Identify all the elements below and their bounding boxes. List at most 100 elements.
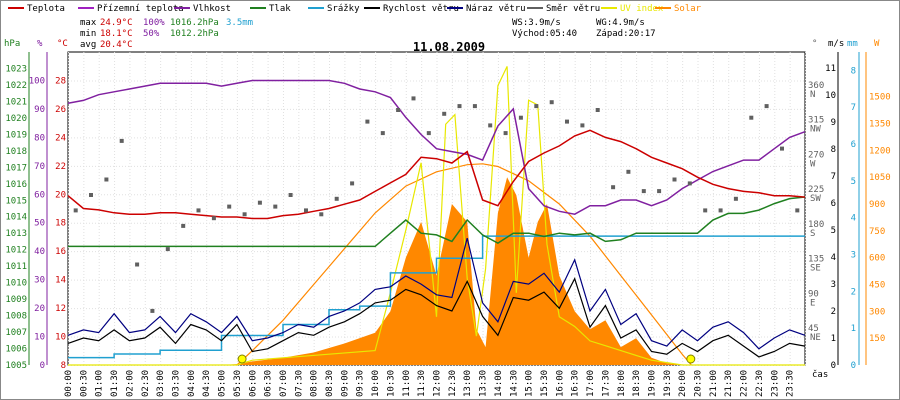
uv-index-line — [68, 66, 805, 366]
wind-tick: 4 — [831, 253, 836, 263]
stat-avg-temp: 20.4°C — [100, 40, 133, 50]
x-tick: 22:30 — [755, 370, 765, 397]
solar-tick: 300 — [869, 307, 885, 317]
pressure-tick: 1006 — [5, 345, 27, 355]
rain-tick: 8 — [851, 66, 856, 76]
rain-tick: 3 — [851, 251, 856, 261]
rain-line — [68, 235, 805, 359]
wind-direction-point — [687, 181, 692, 186]
x-tick: 08:30 — [325, 370, 335, 397]
x-tick: 12:30 — [448, 370, 458, 397]
pressure-tick: 1010 — [5, 279, 27, 289]
pressure-tick: 1016 — [5, 180, 27, 190]
legend-label: Solar — [674, 4, 702, 14]
humidity-tick: 10 — [34, 333, 45, 343]
temp-tick: 8 — [61, 361, 66, 371]
x-tick: 08:00 — [310, 370, 320, 397]
pressure-line — [68, 196, 806, 248]
x-tick: 22:00 — [740, 370, 750, 397]
pressure-tick: 1015 — [5, 196, 27, 206]
stat-max-temp: 24.9°C — [100, 18, 133, 28]
temp-tick: 16 — [55, 247, 66, 257]
wind-direction-point — [73, 208, 78, 213]
wind-direction-point — [411, 96, 416, 101]
humidity-tick: 100 — [29, 76, 45, 86]
stat-max-label: max — [80, 18, 97, 28]
rain-tick: 2 — [851, 287, 856, 297]
rain-tick: 6 — [851, 140, 856, 150]
temp-tick: 28 — [55, 76, 66, 86]
x-tick: 14:30 — [509, 370, 519, 397]
temp-tick: 12 — [55, 304, 66, 314]
x-tick: 20:30 — [694, 370, 704, 397]
pressure-tick: 1022 — [5, 81, 27, 91]
wind-direction-point — [242, 212, 247, 217]
pressure-tick: 1021 — [5, 97, 27, 107]
x-tick: 09:00 — [340, 370, 350, 397]
direction-tick-deg: 315 — [808, 116, 824, 126]
wind-direction-point — [672, 177, 677, 182]
x-tick: 13:00 — [463, 370, 473, 397]
direction-axis-unit: ° — [812, 39, 817, 49]
x-tick: 05:00 — [218, 370, 228, 397]
humidity-tick: 50 — [34, 219, 45, 229]
humidity-tick: 30 — [34, 276, 45, 286]
wind-direction-point — [426, 131, 431, 136]
stat-sunrise: Východ:05:40 — [512, 29, 577, 39]
temp-tick: 20 — [55, 190, 66, 200]
x-tick: 18:00 — [617, 370, 627, 397]
rain-tick: 5 — [851, 177, 856, 187]
stat-wind-gust: WG:4.9m/s — [596, 18, 645, 28]
x-tick: 19:30 — [663, 370, 673, 397]
wind-direction-point — [488, 123, 493, 128]
x-tick: 14:00 — [494, 370, 504, 397]
direction-tick-dir: W — [810, 159, 816, 169]
pressure-tick: 1013 — [5, 229, 27, 239]
direction-tick-dir: S — [810, 229, 815, 239]
wind-direction-point — [135, 262, 140, 267]
wind-direction-point — [503, 131, 508, 136]
stat-max-rain: 3.5mm — [226, 18, 253, 28]
sun-marker — [237, 354, 247, 364]
direction-tick-dir: SW — [810, 194, 821, 204]
legend-label: Teplota — [27, 4, 65, 14]
x-tick: 23:00 — [770, 370, 780, 397]
wind-tick: 8 — [831, 145, 836, 155]
legend-label: Vlhkost — [193, 4, 231, 14]
wind-direction-point — [365, 119, 370, 124]
rain-tick: 0 — [851, 361, 856, 371]
temp-tick: 22 — [55, 162, 66, 172]
x-tick: 04:30 — [202, 370, 212, 397]
pressure-axis-unit: hPa — [4, 39, 20, 49]
wind-tick: 7 — [831, 172, 836, 182]
x-tick: 01:30 — [110, 370, 120, 397]
x-tick: 18:30 — [632, 370, 642, 397]
temperature-line — [67, 129, 806, 220]
solar-tick: 1500 — [869, 93, 891, 103]
x-tick: 03:30 — [171, 370, 181, 397]
x-tick: 15:30 — [540, 370, 550, 397]
pressure-tick: 1014 — [5, 213, 27, 223]
humidity-line — [67, 79, 806, 215]
direction-tick-dir: NE — [810, 333, 821, 343]
x-tick: 10:00 — [371, 370, 381, 397]
solar-tick: 1050 — [869, 173, 891, 183]
direction-tick-deg: 45 — [808, 324, 819, 334]
x-tick: 16:00 — [555, 370, 565, 397]
wind-direction-point — [89, 193, 93, 197]
x-tick: 20:00 — [678, 370, 688, 397]
legend-label: Tlak — [269, 4, 291, 14]
chart-title: 11.08.2009 — [413, 40, 485, 54]
legend-label: UV index — [620, 4, 664, 14]
wind-direction-point — [641, 189, 646, 194]
wind-direction-point — [626, 169, 631, 174]
wind-direction-point — [304, 208, 308, 213]
temp-tick: 24 — [55, 133, 66, 143]
wind-tick: 1 — [831, 334, 836, 344]
sun-marker — [686, 354, 696, 364]
rain-tick: 7 — [851, 103, 856, 113]
legend-label: Srážky — [327, 4, 360, 14]
x-tick: 07:30 — [294, 370, 304, 397]
x-tick: 17:00 — [586, 370, 596, 397]
